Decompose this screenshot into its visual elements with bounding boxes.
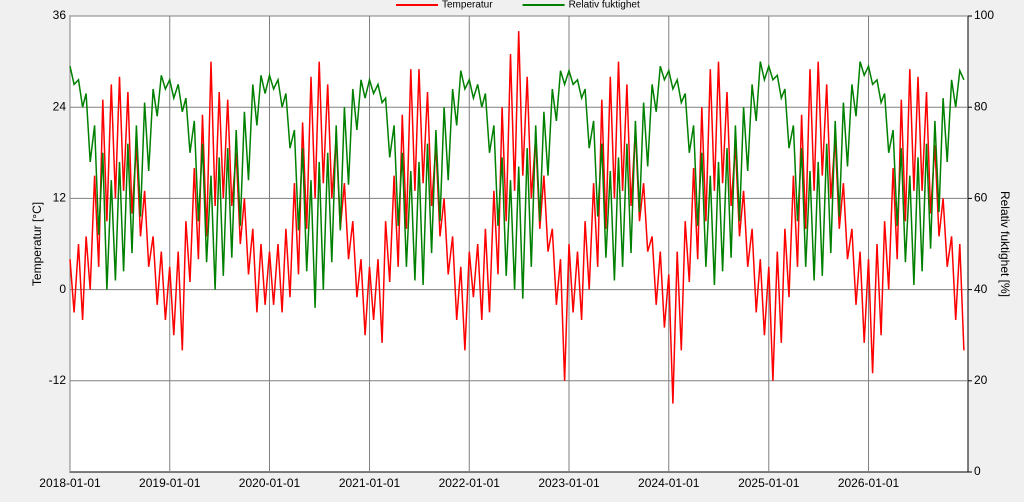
y-tick-label: 24 [53, 99, 67, 113]
x-tick-label: 2026-01-01 [838, 476, 900, 490]
y-axis-title: Temperatur [°C] [30, 202, 44, 286]
line-series [69, 31, 965, 404]
line-series [69, 61, 965, 308]
y2-tick-label: 60 [974, 191, 988, 205]
x-tick-label: 2025-01-01 [738, 476, 800, 490]
x-tick-label: 2022-01-01 [439, 476, 501, 490]
y-tick-label: 12 [53, 191, 67, 205]
y2-axis-title: Relativ fuktighet [%] [998, 191, 1012, 297]
y2-tick-label: 20 [974, 373, 988, 387]
plot-area [69, 15, 969, 473]
y-tick-label: -12 [49, 373, 67, 387]
x-tick-label: 2024-01-01 [638, 476, 700, 490]
y-tick-label: 0 [59, 282, 66, 296]
y2-tick-label: 40 [974, 282, 988, 296]
x-tick-label: 2023-01-01 [538, 476, 600, 490]
y-tick-label: 36 [53, 8, 67, 22]
x-tick-label: 2019-01-01 [139, 476, 201, 490]
x-tick-label: 2018-01-01 [39, 476, 101, 490]
legend-label: Relativ fuktighet [569, 0, 640, 11]
y2-tick-label: 100 [974, 8, 994, 22]
y2-tick-label: 80 [974, 99, 988, 113]
x-tick-label: 2021-01-01 [339, 476, 401, 490]
x-tick-label: 2020-01-01 [239, 476, 301, 490]
legend-label: Temperatur [442, 0, 493, 11]
y2-tick-label: 0 [974, 464, 981, 478]
